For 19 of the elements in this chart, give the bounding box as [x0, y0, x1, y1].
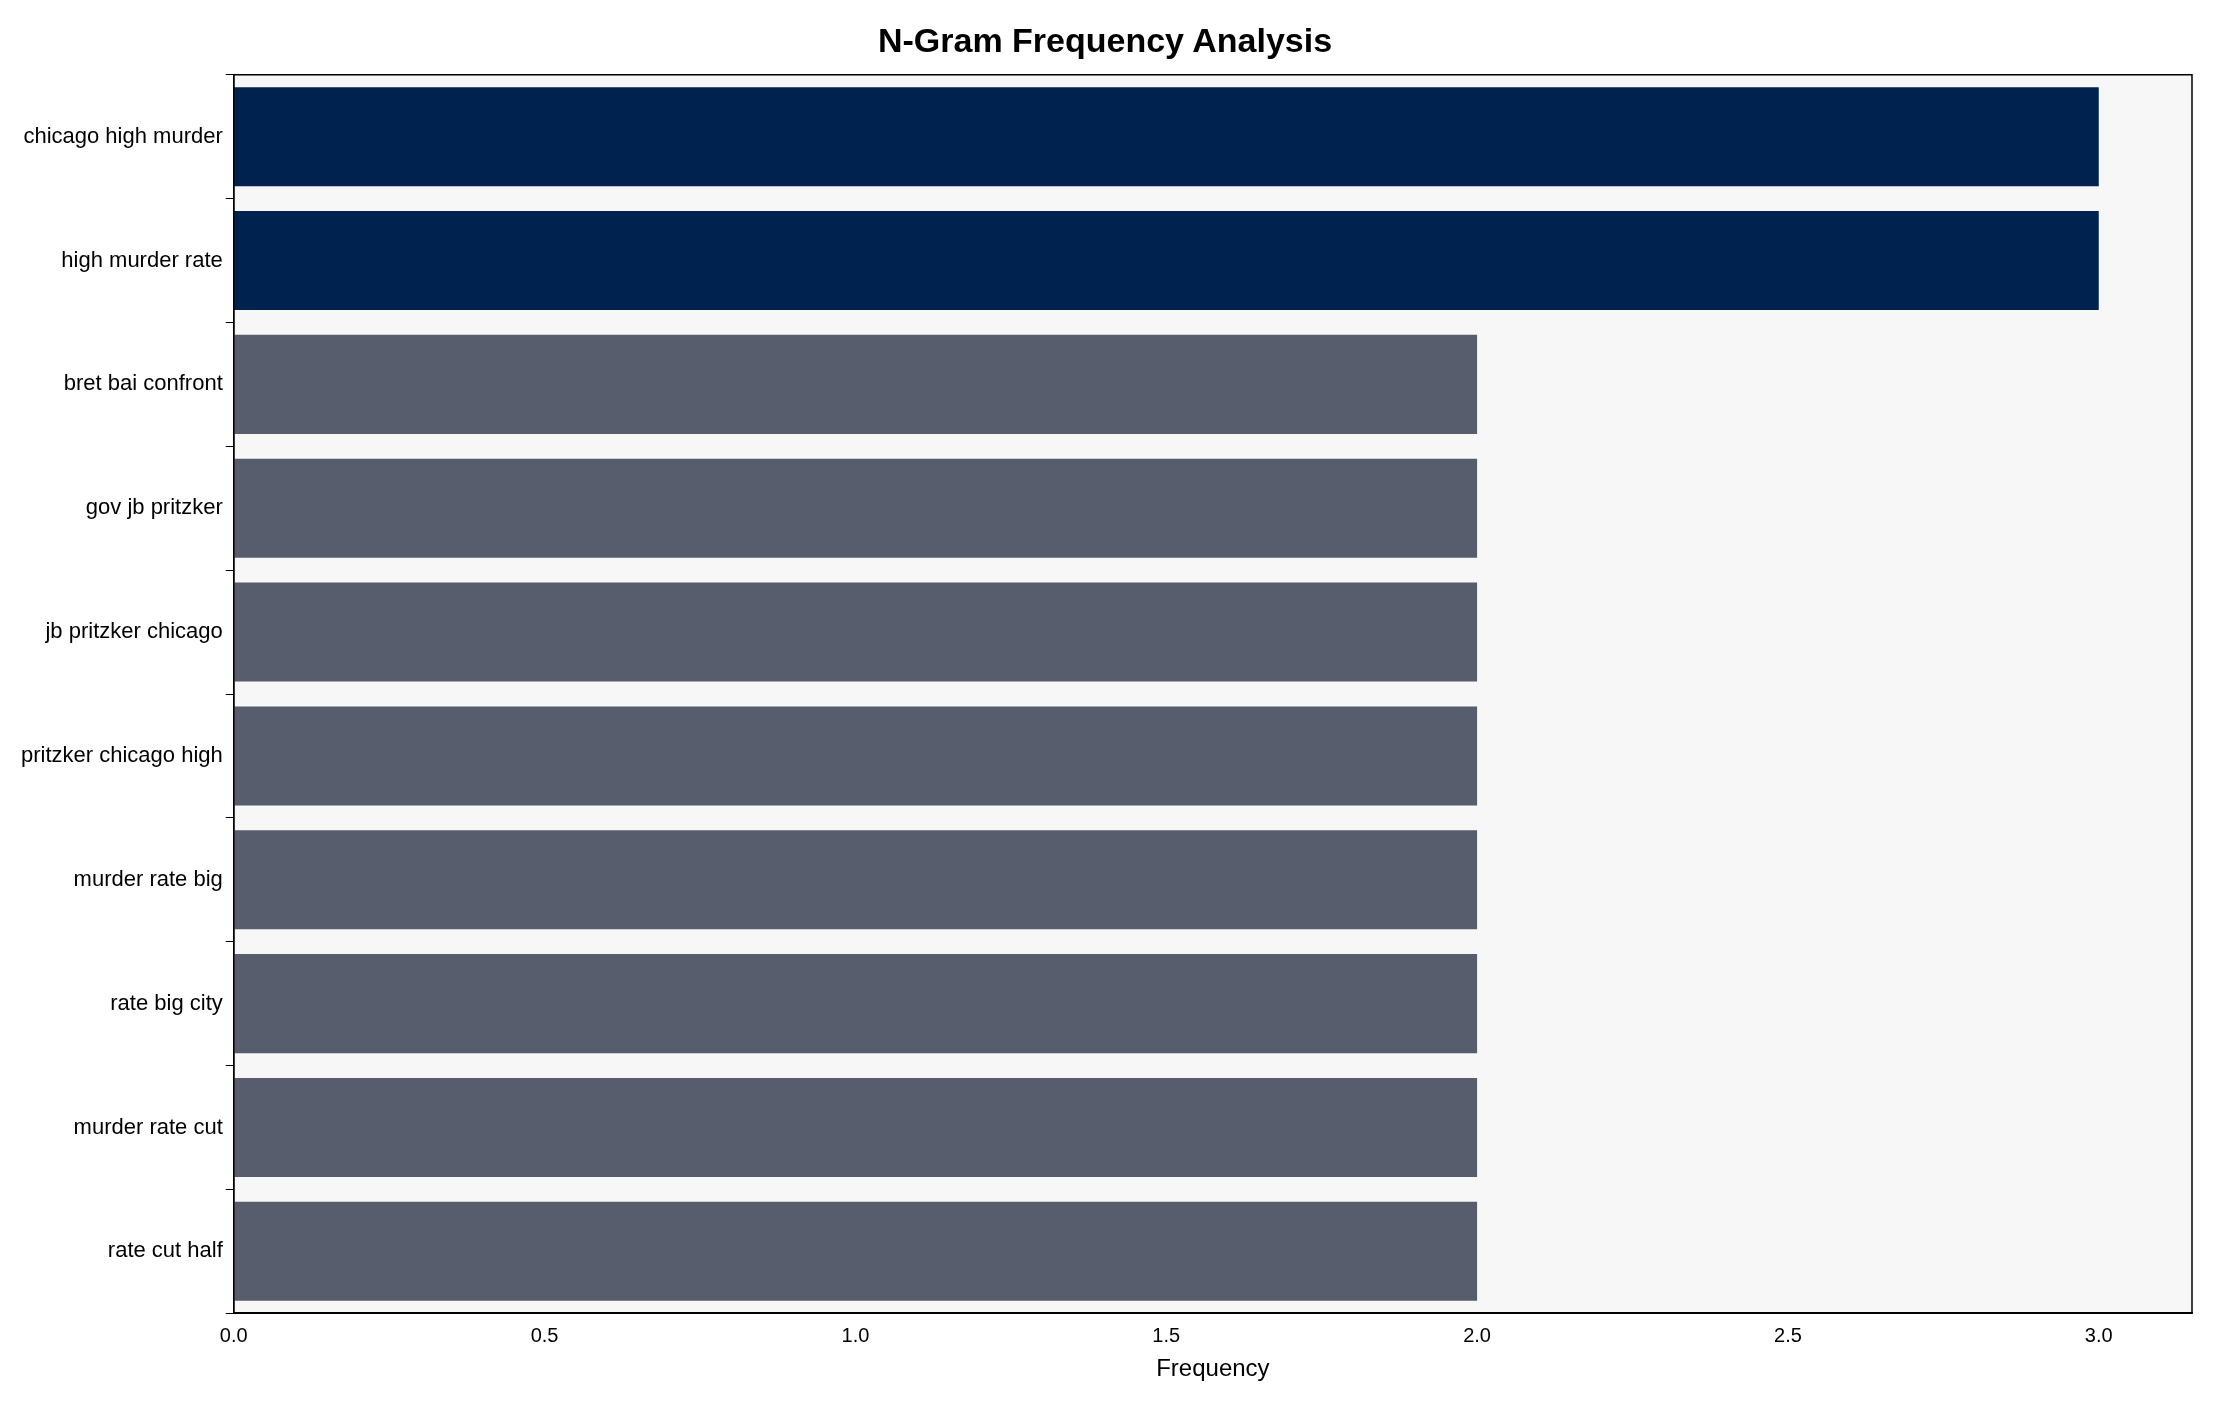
- y-tick-label: rate cut half: [107, 1237, 224, 1263]
- x-tick-label: 1.0: [841, 1323, 870, 1346]
- y-tick-label: bret bai confront: [63, 370, 223, 396]
- x-tick-label: 2.5: [1774, 1323, 1802, 1346]
- x-axis-title: Frequency: [1156, 1354, 1270, 1382]
- y-tick-label: pritzker chicago high: [20, 741, 223, 767]
- y-tick-label: chicago high murder: [23, 122, 223, 148]
- x-tick-label: 0.5: [530, 1323, 559, 1346]
- y-tick-label: jb pritzker chicago: [44, 618, 223, 644]
- x-tick-label: 0.0: [219, 1323, 248, 1346]
- y-tick-label: rate big city: [110, 989, 223, 1015]
- x-tick-label: 2.0: [1463, 1323, 1491, 1346]
- chart-title: N-Gram Frequency Analysis: [877, 20, 1333, 59]
- y-tick-label: high murder rate: [61, 246, 223, 272]
- x-tick-label: 1.5: [1152, 1323, 1181, 1346]
- x-tick-label: 3.0: [2084, 1323, 2113, 1346]
- y-tick-label: murder rate cut: [73, 1113, 223, 1139]
- y-tick-label: murder rate big: [73, 865, 223, 891]
- y-tick-label: gov jb pritzker: [85, 494, 223, 520]
